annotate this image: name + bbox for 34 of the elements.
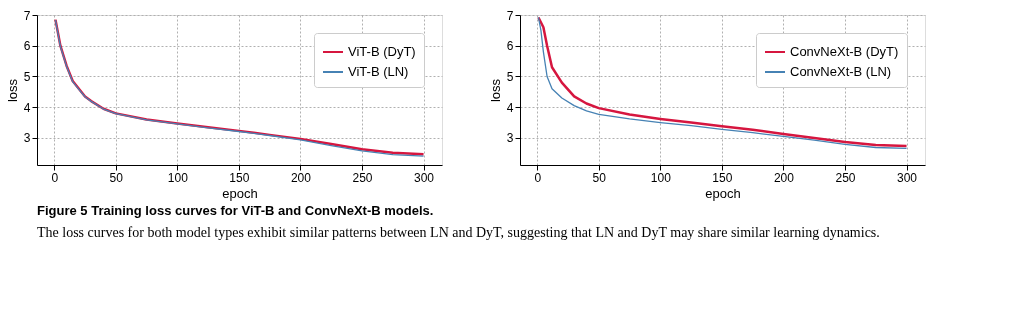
x-tick-label: 100 xyxy=(650,170,672,185)
x-tick-label: 300 xyxy=(897,170,918,185)
text: The loss curves for both model types exhibit similar patterns between LN and DyT, suggesting that LN and DyT may share similar learning dynamics. xyxy=(37,225,880,240)
y-tick-label: 3 xyxy=(506,131,514,146)
x-tick-label: 50 xyxy=(592,170,607,185)
y-tick-label: 4 xyxy=(506,100,514,115)
y-tick-label: 5 xyxy=(23,69,31,84)
y-tick-label: 7 xyxy=(506,8,514,23)
x-axis-title: epoch xyxy=(222,185,258,201)
x-tick-label: 300 xyxy=(414,170,435,185)
x-tick-label: 50 xyxy=(109,170,124,185)
x-tick-label: 150 xyxy=(712,170,733,185)
x-tick-label: 100 xyxy=(167,170,189,185)
y-tick-label: 7 xyxy=(23,8,31,23)
x-tick-label: 250 xyxy=(835,170,856,185)
x-tick-label: 250 xyxy=(352,170,373,185)
y-tick-label: 4 xyxy=(23,100,31,115)
x-tick-label: 200 xyxy=(290,170,312,185)
y-axis-title: loss xyxy=(4,78,20,103)
y-axis-title: loss xyxy=(487,78,503,103)
y-tick-label: 3 xyxy=(23,131,31,146)
legend-label: ViT-B (LN) xyxy=(348,64,409,79)
x-tick-label: 0 xyxy=(51,170,59,185)
caption: Figure 5 Training loss curves for ViT-B and ConvNeXt-B models. xyxy=(37,203,434,218)
legend-label: ConvNeXt-B (LN) xyxy=(790,64,892,79)
y-tick-label: 6 xyxy=(23,39,31,54)
legend-label: ViT-B (DyT) xyxy=(348,44,416,59)
x-tick-label: 150 xyxy=(229,170,250,185)
x-tick-label: 200 xyxy=(773,170,795,185)
legend-label: ConvNeXt-B (DyT) xyxy=(790,44,899,59)
y-tick-label: 5 xyxy=(506,69,514,84)
y-tick-label: 6 xyxy=(506,39,514,54)
x-tick-label: 0 xyxy=(534,170,542,185)
x-axis-title: epoch xyxy=(705,185,741,201)
